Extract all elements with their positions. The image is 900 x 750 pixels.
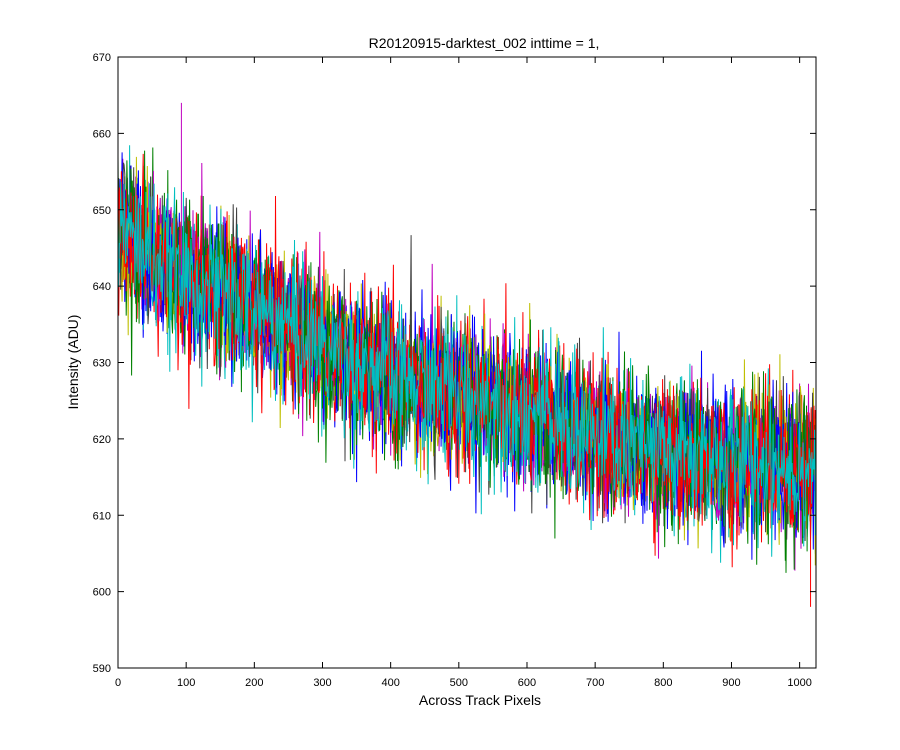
chart-title: R20120915-darktest_002 inttime = 1, [369,35,600,51]
x-tick-label: 700 [586,677,604,689]
x-tick-label: 800 [654,677,672,689]
x-tick-label: 1000 [787,677,811,689]
y-tick-label: 610 [93,510,111,522]
x-tick-label: 300 [313,677,331,689]
y-tick-label: 620 [93,434,111,446]
y-axis-label: Intensity (ADU) [65,315,81,410]
series-line-11 [118,181,816,557]
x-tick-label: 0 [115,677,121,689]
x-tick-label: 900 [722,677,740,689]
y-tick-label: 590 [93,663,111,675]
y-tick-label: 600 [93,587,111,599]
x-tick-label: 100 [177,677,195,689]
y-tick-label: 630 [93,358,111,370]
x-tick-label: 200 [245,677,263,689]
x-tick-label: 500 [450,677,468,689]
x-tick-label: 400 [381,677,399,689]
axes: 0 100 200 300 400 500 600 700 800 900 1000 590 600 61… [93,52,817,689]
x-axis-label: Across Track Pixels [419,692,541,708]
plot-area [118,102,816,607]
y-tick-label: 640 [93,281,111,293]
x-tick-label: 600 [518,677,536,689]
y-tick-label: 660 [93,128,111,140]
y-tick-label: 650 [93,205,111,217]
y-tick-label: 670 [93,52,111,64]
